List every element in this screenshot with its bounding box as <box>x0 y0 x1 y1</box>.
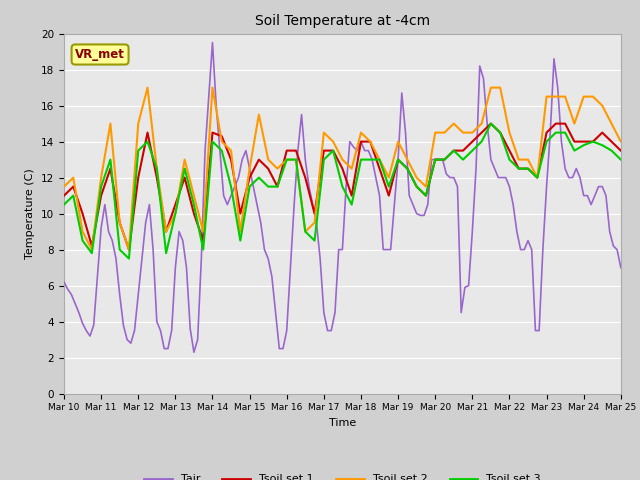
X-axis label: Time: Time <box>329 418 356 428</box>
Y-axis label: Temperature (C): Temperature (C) <box>26 168 35 259</box>
Text: VR_met: VR_met <box>75 48 125 61</box>
Legend: Tair, Tsoil set 1, Tsoil set 2, Tsoil set 3: Tair, Tsoil set 1, Tsoil set 2, Tsoil se… <box>140 470 545 480</box>
Title: Soil Temperature at -4cm: Soil Temperature at -4cm <box>255 14 430 28</box>
